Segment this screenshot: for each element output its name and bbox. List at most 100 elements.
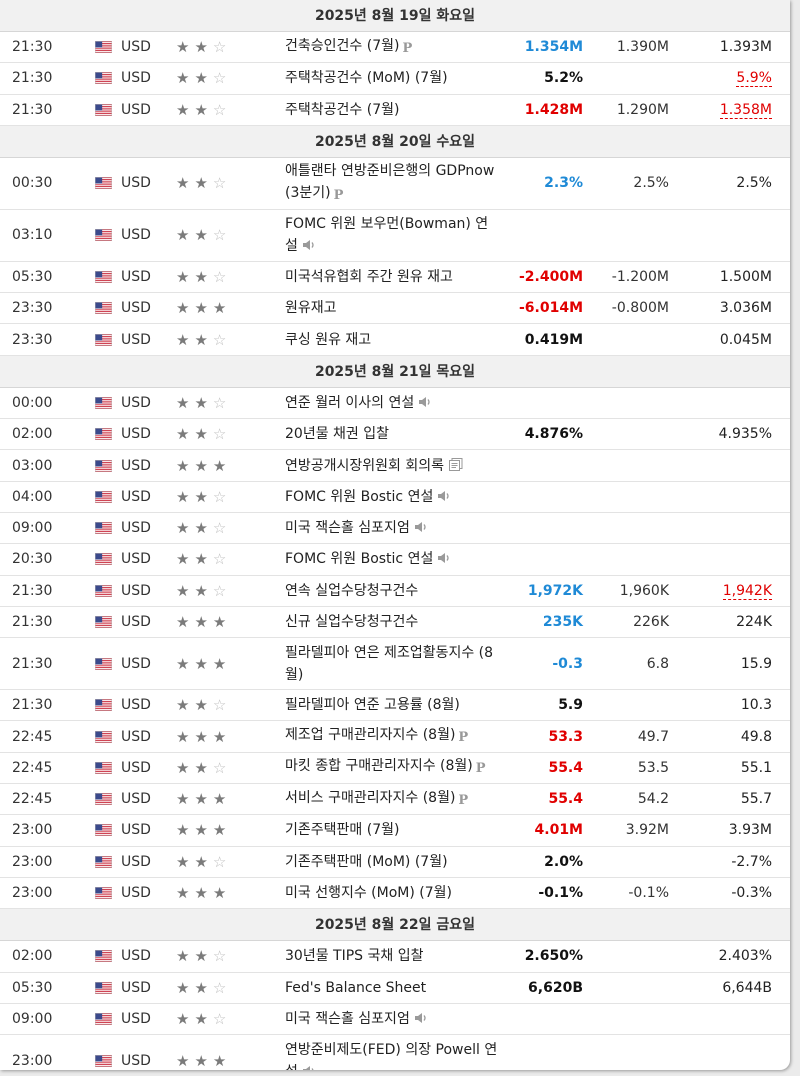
event-title[interactable]: 제조업 구매관리자지수 (8월) <box>285 727 456 744</box>
previous-value-text[interactable]: 1,942K <box>722 582 772 600</box>
event-title[interactable]: 미국 잭슨홀 심포지엄 <box>285 1010 410 1027</box>
event-name[interactable]: 미국 잭슨홀 심포지엄 <box>285 1008 507 1030</box>
previous-value: 1,942K <box>669 582 772 600</box>
event-name[interactable]: 30년물 TIPS 국채 입찰 <box>285 945 507 967</box>
event-row[interactable]: 00:00 USD ★ ★ ☆ 연준 월러 이사의 연설 <box>0 388 790 420</box>
event-row[interactable]: 02:00 USD ★ ★ ☆ 30년물 TIPS 국채 입찰 2.650% 2.403% <box>0 941 790 973</box>
event-row[interactable]: 09:00 USD ★ ★ ☆ 미국 잭슨홀 심포지엄 <box>0 513 790 545</box>
event-row[interactable]: 23:30 USD ★ ★ ★ 원유재고 -6.014M -0.800M 3.036M <box>0 293 790 325</box>
event-title[interactable]: 기존주택판매 (MoM) (7월) <box>285 853 448 870</box>
event-title[interactable]: 주택착공건수 (MoM) (7월) <box>285 70 448 87</box>
event-name[interactable]: 애틀랜타 연방준비은행의 GDPnow (3분기) P <box>285 160 507 207</box>
event-title[interactable]: 미국 선행지수 (MoM) (7월) <box>285 885 452 902</box>
event-row[interactable]: 03:00 USD ★ ★ ★ 연방공개시장위원회 회의록 <box>0 450 790 482</box>
event-title[interactable]: 연방준비제도(FED) 의장 Powell 연설 <box>285 1041 498 1070</box>
event-row[interactable]: 23:30 USD ★ ★ ☆ 쿠싱 원유 재고 0.419M 0.045M <box>0 324 790 356</box>
event-row[interactable]: 21:30 USD ★ ★ ★ 신규 실업수당청구건수 235K 226K 224K <box>0 607 790 639</box>
event-name[interactable]: FOMC 위원 Bostic 연설 <box>285 548 507 570</box>
event-name[interactable]: 미국석유협회 주간 원유 재고 <box>285 266 507 288</box>
event-name[interactable]: 건축승인건수 (7월) P <box>285 35 507 60</box>
event-title[interactable]: 30년물 TIPS 국채 입찰 <box>285 948 424 965</box>
event-title[interactable]: 20년물 채권 입찰 <box>285 426 389 443</box>
event-title[interactable]: FOMC 위원 보우먼(Bowman) 연설 <box>285 216 489 255</box>
event-row[interactable]: 03:10 USD ★ ★ ☆ FOMC 위원 보우먼(Bowman) 연설 <box>0 210 790 262</box>
event-title[interactable]: 필라델피아 연준 고용률 (8월) <box>285 697 460 714</box>
previous-value: 6,644B <box>669 980 772 996</box>
event-row[interactable]: 21:30 USD ★ ★ ☆ 주택착공건수 (7월) 1.428M 1.290M 1.358M <box>0 95 790 126</box>
event-name[interactable]: 연방공개시장위원회 회의록 <box>285 455 507 477</box>
event-title[interactable]: 연속 실업수당청구건수 <box>285 582 419 599</box>
event-name[interactable]: 쿠싱 원유 재고 <box>285 329 507 351</box>
event-name[interactable]: 필라델피아 연준 고용률 (8월) <box>285 694 507 716</box>
event-title[interactable]: 연방공개시장위원회 회의록 <box>285 457 445 474</box>
event-title[interactable]: 쿠싱 원유 재고 <box>285 331 372 348</box>
event-name[interactable]: 기존주택판매 (MoM) (7월) <box>285 851 507 873</box>
event-title[interactable]: 건축승인건수 (7월) <box>285 37 400 54</box>
event-name[interactable]: 주택착공건수 (7월) <box>285 99 507 121</box>
event-name[interactable]: 신규 실업수당청구건수 <box>285 611 507 633</box>
event-title[interactable]: 주택착공건수 (7월) <box>285 101 400 118</box>
event-title[interactable]: FOMC 위원 Bostic 연설 <box>285 551 434 568</box>
event-row[interactable]: 21:30 USD ★ ★ ☆ 주택착공건수 (MoM) (7월) 5.2% 5.9% <box>0 63 790 95</box>
event-row[interactable]: 22:45 USD ★ ★ ★ 제조업 구매관리자지수 (8월) P 53.3 49.7 49.8 <box>0 721 790 753</box>
event-row[interactable]: 09:00 USD ★ ★ ☆ 미국 잭슨홀 심포지엄 <box>0 1004 790 1036</box>
star-filled-icon: ★ <box>194 330 208 349</box>
event-row[interactable]: 05:30 USD ★ ★ ☆ 미국석유협회 주간 원유 재고 -2.400M -1.200M… <box>0 262 790 294</box>
event-name[interactable]: 20년물 채권 입찰 <box>285 423 507 445</box>
previous-value-text[interactable]: 1.358M <box>719 101 772 119</box>
forecast-value: 1.390M <box>616 39 669 56</box>
event-row[interactable]: 22:45 USD ★ ★ ☆ 마킷 종합 구매관리자지수 (8월) P 55.4 53.5 55… <box>0 753 790 785</box>
event-title[interactable]: FOMC 위원 Bostic 연설 <box>285 488 434 505</box>
event-title[interactable]: 미국석유협회 주간 원유 재고 <box>285 269 453 286</box>
event-title[interactable]: 원유재고 <box>285 300 337 317</box>
event-title[interactable]: 서비스 구매관리자지수 (8월) <box>285 789 456 806</box>
importance-stars: ★ ★ ☆ <box>173 696 285 714</box>
event-row[interactable]: 04:00 USD ★ ★ ☆ FOMC 위원 Bostic 연설 <box>0 482 790 513</box>
us-flag-icon <box>95 855 112 868</box>
event-name[interactable]: 마킷 종합 구매관리자지수 (8월) P <box>285 755 507 780</box>
previous-value-text: 10.3 <box>740 697 772 714</box>
currency-code: USD <box>121 979 151 996</box>
event-row[interactable]: 21:30 USD ★ ★ ☆ 필라델피아 연준 고용률 (8월) 5.9 10.3 <box>0 690 790 722</box>
event-name[interactable]: 연준 월러 이사의 연설 <box>285 392 507 414</box>
event-name[interactable]: 미국 잭슨홀 심포지엄 <box>285 517 507 539</box>
event-row[interactable]: 20:30 USD ★ ★ ☆ FOMC 위원 Bostic 연설 <box>0 544 790 576</box>
event-row[interactable]: 21:30 USD ★ ★ ☆ 연속 실업수당청구건수 1,972K 1,960K 1,942K <box>0 576 790 607</box>
event-row[interactable]: 23:00 USD ★ ★ ★ 미국 선행지수 (MoM) (7월) -0.1% -0.1% -… <box>0 878 790 910</box>
event-row[interactable]: 21:30 USD ★ ★ ☆ 건축승인건수 (7월) P 1.354M 1.390M 1.393… <box>0 32 790 64</box>
event-name[interactable]: FOMC 위원 보우먼(Bowman) 연설 <box>285 213 507 257</box>
event-name[interactable]: 원유재고 <box>285 297 507 319</box>
event-title[interactable]: 미국 잭슨홀 심포지엄 <box>285 520 410 537</box>
event-name[interactable]: FOMC 위원 Bostic 연설 <box>285 486 507 508</box>
event-name[interactable]: 연방준비제도(FED) 의장 Powell 연설 <box>285 1039 507 1070</box>
us-flag-icon <box>95 103 112 116</box>
event-name[interactable]: Fed's Balance Sheet <box>285 977 507 999</box>
event-row[interactable]: 00:30 USD ★ ★ ☆ 애틀랜타 연방준비은행의 GDPnow (3분기) P 2.3… <box>0 158 790 210</box>
us-flag-icon <box>95 1013 112 1025</box>
event-name[interactable]: 서비스 구매관리자지수 (8월) P <box>285 787 507 812</box>
event-row[interactable]: 22:45 USD ★ ★ ★ 서비스 구매관리자지수 (8월) P 55.4 54.2 55.7 <box>0 784 790 816</box>
event-title[interactable]: 기존주택판매 (7월) <box>285 822 400 839</box>
event-name[interactable]: 주택착공건수 (MoM) (7월) <box>285 67 507 89</box>
event-title[interactable]: Fed's Balance Sheet <box>285 979 427 996</box>
event-name[interactable]: 제조업 구매관리자지수 (8월) P <box>285 724 507 749</box>
event-name[interactable]: 미국 선행지수 (MoM) (7월) <box>285 882 507 904</box>
event-name[interactable]: 기존주택판매 (7월) <box>285 819 507 841</box>
event-row[interactable]: 02:00 USD ★ ★ ☆ 20년물 채권 입찰 4.876% 4.935% <box>0 419 790 451</box>
event-title[interactable]: 연준 월러 이사의 연설 <box>285 394 415 411</box>
event-row[interactable]: 21:30 USD ★ ★ ★ 필라델피아 연은 제조업활동지수 (8월) -0.3 6.8 1… <box>0 638 790 691</box>
us-flag-icon <box>95 824 112 837</box>
event-name[interactable]: 연속 실업수당청구건수 <box>285 580 507 602</box>
event-row[interactable]: 05:30 USD ★ ★ ☆ Fed's Balance Sheet 6,620B 6,64… <box>0 973 790 1004</box>
us-flag-icon <box>95 428 112 441</box>
event-title[interactable]: 신규 실업수당청구건수 <box>285 614 419 630</box>
event-title[interactable]: 마킷 종합 구매관리자지수 (8월) <box>285 758 473 775</box>
event-row[interactable]: 23:00 USD ★ ★ ☆ 기존주택판매 (MoM) (7월) 2.0% -2.7% <box>0 847 790 878</box>
actual-value: 1,972K <box>527 582 583 599</box>
event-title[interactable]: 애틀랜타 연방준비은행의 GDPnow (3분기) <box>285 162 495 201</box>
event-name[interactable]: 필라델피아 연은 제조업활동지수 (8월) <box>285 642 507 686</box>
event-title[interactable]: 필라델피아 연은 제조업활동지수 (8월) <box>285 644 494 683</box>
event-row[interactable]: 23:00 USD ★ ★ ★ 기존주택판매 (7월) 4.01M 3.92M 3.93M <box>0 815 790 847</box>
previous-value-text[interactable]: 5.9% <box>736 70 772 88</box>
